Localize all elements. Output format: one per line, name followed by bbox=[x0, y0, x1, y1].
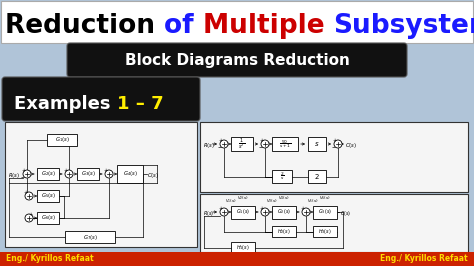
Circle shape bbox=[261, 140, 269, 148]
Circle shape bbox=[65, 170, 73, 178]
Text: Reduction: Reduction bbox=[5, 13, 164, 39]
FancyBboxPatch shape bbox=[47, 134, 77, 146]
Text: Eng./ Kyrillos Refaat: Eng./ Kyrillos Refaat bbox=[380, 254, 468, 263]
Text: $G_3(s)$: $G_3(s)$ bbox=[318, 207, 332, 217]
FancyBboxPatch shape bbox=[1, 1, 473, 43]
Circle shape bbox=[25, 214, 33, 222]
Text: $R(s)$: $R(s)$ bbox=[8, 171, 20, 180]
Text: −: − bbox=[258, 145, 263, 150]
Text: $V_5(s)$: $V_5(s)$ bbox=[307, 197, 319, 205]
Circle shape bbox=[334, 140, 342, 148]
Text: $\frac{1}{s^2}$: $\frac{1}{s^2}$ bbox=[238, 136, 246, 152]
FancyBboxPatch shape bbox=[313, 226, 337, 237]
Text: $R(s)$: $R(s)$ bbox=[203, 209, 214, 218]
Text: 1 – 7: 1 – 7 bbox=[117, 95, 164, 113]
FancyBboxPatch shape bbox=[308, 170, 326, 183]
FancyBboxPatch shape bbox=[5, 122, 197, 247]
Text: $H_2(s)$: $H_2(s)$ bbox=[277, 227, 291, 236]
Text: $G_7(s)$: $G_7(s)$ bbox=[82, 232, 98, 242]
Text: $G_2(s)$: $G_2(s)$ bbox=[40, 169, 55, 178]
Text: $V_4(s)$: $V_4(s)$ bbox=[278, 195, 290, 202]
FancyBboxPatch shape bbox=[272, 226, 296, 237]
Text: +: + bbox=[260, 206, 264, 210]
Text: $C(s)$: $C(s)$ bbox=[345, 141, 357, 150]
Text: $G_2(s)$: $G_2(s)$ bbox=[277, 207, 291, 217]
FancyBboxPatch shape bbox=[2, 77, 200, 121]
Circle shape bbox=[302, 208, 310, 216]
FancyBboxPatch shape bbox=[77, 168, 99, 180]
FancyBboxPatch shape bbox=[67, 43, 407, 77]
Text: $R(s)$: $R(s)$ bbox=[203, 141, 215, 150]
Circle shape bbox=[105, 170, 113, 178]
Circle shape bbox=[220, 208, 228, 216]
Text: $H_1(s)$: $H_1(s)$ bbox=[236, 243, 250, 252]
Text: $\frac{50}{s+1}$: $\frac{50}{s+1}$ bbox=[279, 138, 291, 150]
Text: Block Diagrams Reduction: Block Diagrams Reduction bbox=[125, 53, 349, 68]
Text: $G_1(s)$: $G_1(s)$ bbox=[55, 135, 70, 144]
FancyBboxPatch shape bbox=[65, 231, 115, 243]
FancyBboxPatch shape bbox=[231, 206, 255, 218]
Text: $V_3(s)$: $V_3(s)$ bbox=[266, 197, 278, 205]
FancyBboxPatch shape bbox=[272, 170, 292, 183]
Text: $V_1(s)$: $V_1(s)$ bbox=[225, 197, 237, 205]
Text: −: − bbox=[218, 145, 221, 150]
Text: $H_3(s)$: $H_3(s)$ bbox=[318, 227, 332, 236]
Circle shape bbox=[23, 170, 31, 178]
Text: +: + bbox=[301, 206, 305, 210]
FancyBboxPatch shape bbox=[200, 194, 468, 252]
Text: $V_2(s)$: $V_2(s)$ bbox=[237, 195, 249, 202]
FancyBboxPatch shape bbox=[313, 206, 337, 218]
Text: $C(s)$: $C(s)$ bbox=[147, 171, 159, 180]
Text: +: + bbox=[29, 211, 33, 217]
Text: +: + bbox=[64, 168, 68, 172]
Text: Subsystems: Subsystems bbox=[334, 13, 474, 39]
Text: $C(s)$: $C(s)$ bbox=[340, 209, 351, 218]
Text: +: + bbox=[260, 138, 264, 143]
Text: −: − bbox=[20, 175, 25, 180]
Text: +: + bbox=[219, 206, 223, 210]
FancyBboxPatch shape bbox=[0, 252, 474, 266]
Text: $s$: $s$ bbox=[314, 140, 320, 148]
FancyBboxPatch shape bbox=[231, 242, 255, 253]
Text: +: + bbox=[333, 138, 337, 143]
FancyBboxPatch shape bbox=[37, 168, 59, 180]
FancyBboxPatch shape bbox=[308, 137, 326, 151]
FancyBboxPatch shape bbox=[200, 122, 468, 192]
Circle shape bbox=[25, 192, 33, 200]
FancyBboxPatch shape bbox=[272, 206, 296, 218]
FancyBboxPatch shape bbox=[37, 212, 59, 224]
Text: $V_6(s)$: $V_6(s)$ bbox=[319, 195, 331, 202]
Text: $\frac{2}{s}$: $\frac{2}{s}$ bbox=[280, 171, 284, 182]
Text: $G_5(s)$: $G_5(s)$ bbox=[40, 192, 55, 201]
Text: Eng./ Kyrillos Refaat: Eng./ Kyrillos Refaat bbox=[6, 254, 94, 263]
Circle shape bbox=[220, 140, 228, 148]
Text: $G_1(s)$: $G_1(s)$ bbox=[236, 207, 250, 217]
Text: −: − bbox=[331, 145, 336, 150]
Circle shape bbox=[261, 208, 269, 216]
Text: +: + bbox=[219, 138, 223, 143]
Text: $G_6(s)$: $G_6(s)$ bbox=[40, 214, 55, 222]
Text: +: + bbox=[22, 168, 26, 172]
Text: Examples: Examples bbox=[14, 95, 117, 113]
FancyBboxPatch shape bbox=[37, 190, 59, 202]
FancyBboxPatch shape bbox=[231, 137, 253, 151]
Text: Multiple: Multiple bbox=[203, 13, 334, 39]
Text: $G_4(s)$: $G_4(s)$ bbox=[122, 169, 137, 178]
Text: +: + bbox=[24, 189, 28, 194]
Text: $G_3(s)$: $G_3(s)$ bbox=[81, 169, 95, 178]
FancyBboxPatch shape bbox=[272, 137, 298, 151]
Text: $2$: $2$ bbox=[314, 172, 320, 181]
FancyBboxPatch shape bbox=[117, 165, 143, 183]
Text: +: + bbox=[104, 168, 108, 172]
Text: of: of bbox=[164, 13, 203, 39]
